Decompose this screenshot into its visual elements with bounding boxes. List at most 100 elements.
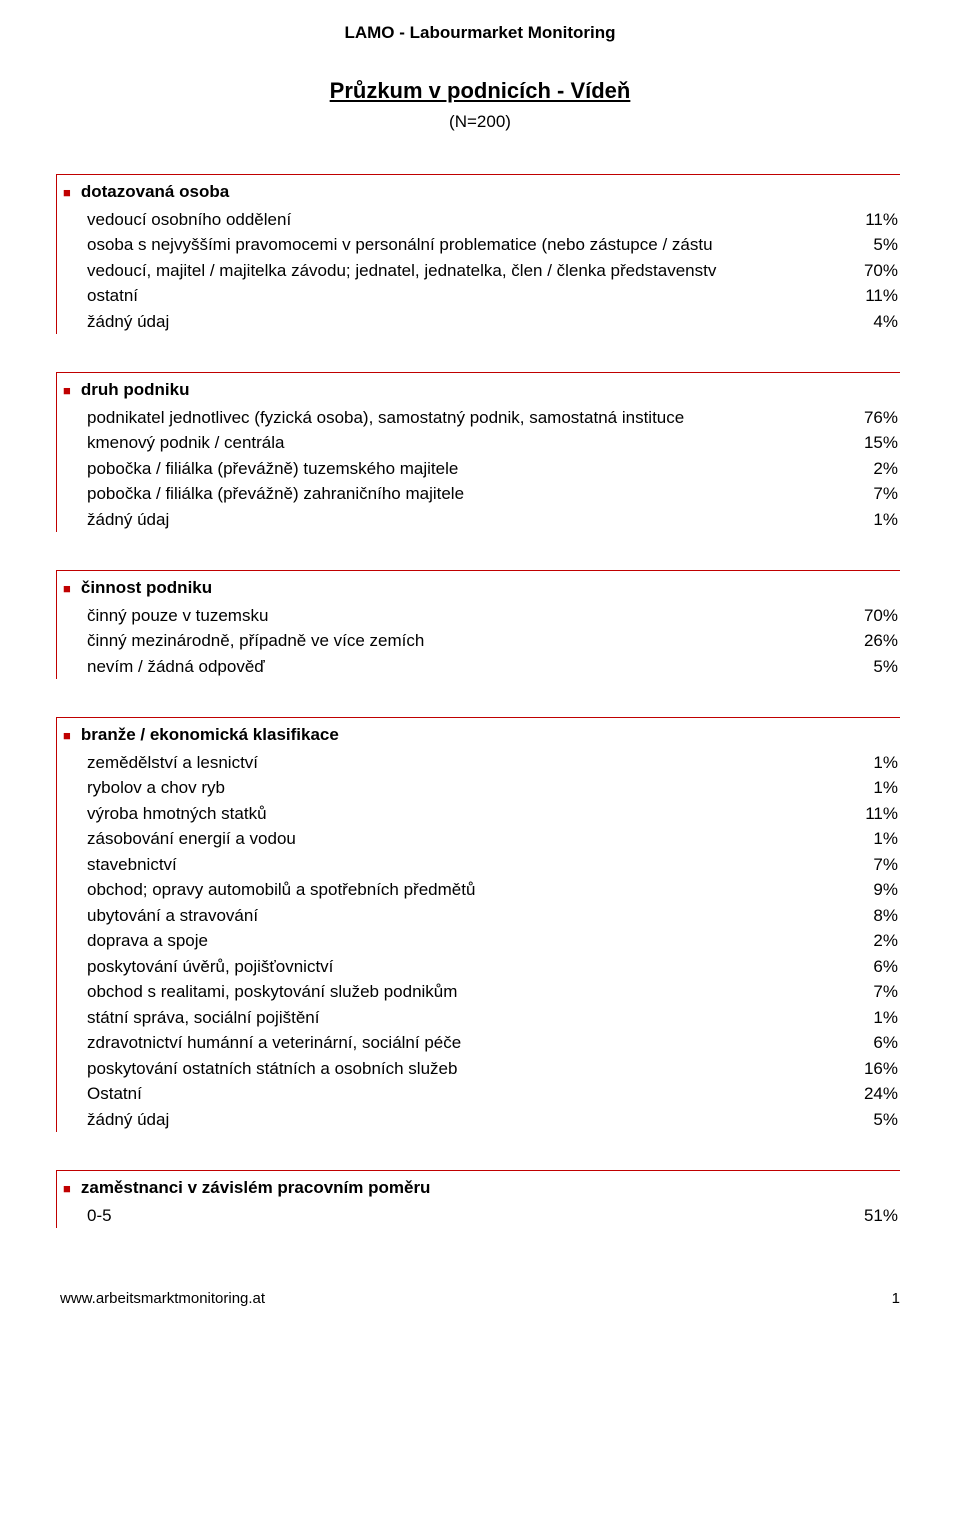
- data-row: poskytování ostatních státních a osobníc…: [61, 1056, 900, 1082]
- section-title: dotazovaná osoba: [81, 179, 229, 205]
- section: ■ činnost podnikučinný pouze v tuzemsku70…: [56, 570, 900, 679]
- row-value: 4%: [838, 309, 898, 335]
- data-row: Ostatní24%: [61, 1081, 900, 1107]
- section-header: ■zaměstnanci v závislém pracovním poměru: [61, 1175, 900, 1201]
- row-value: 7%: [838, 481, 898, 507]
- row-value: 5%: [838, 1107, 898, 1133]
- row-value: 1%: [838, 507, 898, 533]
- row-label: rybolov a chov ryb: [87, 775, 838, 801]
- data-row: kmenový podnik / centrála15%: [61, 430, 900, 456]
- row-label: zásobování energií a vodou: [87, 826, 838, 852]
- row-label: poskytování úvěrů, pojišťovnictví: [87, 954, 838, 980]
- data-row: rybolov a chov ryb1%: [61, 775, 900, 801]
- data-row: 0-551%: [61, 1203, 900, 1229]
- data-row: stavebnictví7%: [61, 852, 900, 878]
- data-row: vedoucí, majitel / majitelka závodu; jed…: [61, 258, 900, 284]
- row-value: 1%: [838, 775, 898, 801]
- square-bullet-icon: ■: [63, 1177, 71, 1200]
- page-footer: www.arbeitsmarktmonitoring.at 1: [60, 1288, 900, 1311]
- section: ■ dotazovaná osobavedoucí osobního odděle…: [56, 174, 900, 334]
- data-row: činný mezinárodně, případně ve více zemí…: [61, 628, 900, 654]
- row-label: zemědělství a lesnictví: [87, 750, 838, 776]
- row-value: 70%: [838, 258, 898, 284]
- row-label: podnikatel jednotlivec (fyzická osoba), …: [87, 405, 838, 431]
- row-value: 16%: [838, 1056, 898, 1082]
- row-label: osoba s nejvyššími pravomocemi v personá…: [87, 232, 838, 258]
- row-value: 11%: [838, 207, 898, 233]
- row-value: 15%: [838, 430, 898, 456]
- data-row: osoba s nejvyššími pravomocemi v personá…: [61, 232, 900, 258]
- row-value: 26%: [838, 628, 898, 654]
- row-value: 6%: [838, 954, 898, 980]
- section-header: ■ branže / ekonomická klasifikace: [61, 722, 900, 748]
- row-value: 5%: [838, 232, 898, 258]
- row-value: 1%: [838, 1005, 898, 1031]
- row-label: zdravotnictví humánní a veterinární, soc…: [87, 1030, 838, 1056]
- row-label: činný mezinárodně, případně ve více zemí…: [87, 628, 838, 654]
- row-label: žádný údaj: [87, 507, 838, 533]
- row-value: 9%: [838, 877, 898, 903]
- row-value: 5%: [838, 654, 898, 680]
- row-value: 11%: [838, 801, 898, 827]
- data-row: žádný údaj5%: [61, 1107, 900, 1133]
- sections-container: ■ dotazovaná osobavedoucí osobního odděle…: [60, 174, 900, 1228]
- row-value: 24%: [838, 1081, 898, 1107]
- section-title: druh podniku: [81, 377, 190, 403]
- data-row: zemědělství a lesnictví1%: [61, 750, 900, 776]
- section-header: ■ druh podniku: [61, 377, 900, 403]
- row-value: 7%: [838, 852, 898, 878]
- data-row: státní správa, sociální pojištění1%: [61, 1005, 900, 1031]
- data-row: podnikatel jednotlivec (fyzická osoba), …: [61, 405, 900, 431]
- row-value: 1%: [838, 750, 898, 776]
- data-row: ubytování a stravování8%: [61, 903, 900, 929]
- data-row: obchod s realitami, poskytování služeb p…: [61, 979, 900, 1005]
- row-value: 70%: [838, 603, 898, 629]
- data-row: pobočka / filiálka (převážně) zahraniční…: [61, 481, 900, 507]
- section-title: branže / ekonomická klasifikace: [81, 722, 339, 748]
- row-label: ubytování a stravování: [87, 903, 838, 929]
- data-row: nevím / žádná odpověď5%: [61, 654, 900, 680]
- data-row: zdravotnictví humánní a veterinární, soc…: [61, 1030, 900, 1056]
- row-label: nevím / žádná odpověď: [87, 654, 838, 680]
- row-label: vedoucí osobního oddělení: [87, 207, 838, 233]
- row-value: 2%: [838, 928, 898, 954]
- row-value: 1%: [838, 826, 898, 852]
- row-label: vedoucí, majitel / majitelka závodu; jed…: [87, 258, 838, 284]
- square-bullet-icon: ■: [63, 181, 71, 204]
- data-row: ostatní11%: [61, 283, 900, 309]
- row-label: pobočka / filiálka (převážně) zahraniční…: [87, 481, 838, 507]
- section: ■zaměstnanci v závislém pracovním poměru…: [56, 1170, 900, 1228]
- data-row: poskytování úvěrů, pojišťovnictví6%: [61, 954, 900, 980]
- page-title: Průzkum v podnicích - Vídeň: [60, 74, 900, 107]
- row-value: 7%: [838, 979, 898, 1005]
- data-row: žádný údaj1%: [61, 507, 900, 533]
- data-row: žádný údaj4%: [61, 309, 900, 335]
- row-label: obchod s realitami, poskytování služeb p…: [87, 979, 838, 1005]
- section-title: činnost podniku: [81, 575, 212, 601]
- page-subtitle: (N=200): [60, 109, 900, 135]
- data-row: výroba hmotných statků11%: [61, 801, 900, 827]
- row-value: 51%: [838, 1203, 898, 1229]
- square-bullet-icon: ■: [63, 379, 71, 402]
- row-label: kmenový podnik / centrála: [87, 430, 838, 456]
- row-value: 11%: [838, 283, 898, 309]
- data-row: pobočka / filiálka (převážně) tuzemského…: [61, 456, 900, 482]
- row-label: činný pouze v tuzemsku: [87, 603, 838, 629]
- row-label: poskytování ostatních státních a osobníc…: [87, 1056, 838, 1082]
- row-label: žádný údaj: [87, 1107, 838, 1133]
- row-value: 76%: [838, 405, 898, 431]
- square-bullet-icon: ■: [63, 577, 71, 600]
- page-header: LAMO - Labourmarket Monitoring: [60, 20, 900, 46]
- footer-page-number: 1: [892, 1288, 900, 1311]
- section: ■ branže / ekonomická klasifikacezeměděls…: [56, 717, 900, 1132]
- row-label: stavebnictví: [87, 852, 838, 878]
- row-label: žádný údaj: [87, 309, 838, 335]
- row-label: ostatní: [87, 283, 838, 309]
- row-value: 8%: [838, 903, 898, 929]
- section: ■ druh podnikupodnikatel jednotlivec (fyz…: [56, 372, 900, 532]
- square-bullet-icon: ■: [63, 724, 71, 747]
- data-row: obchod; opravy automobilů a spotřebních …: [61, 877, 900, 903]
- data-row: vedoucí osobního oddělení11%: [61, 207, 900, 233]
- row-label: státní správa, sociální pojištění: [87, 1005, 838, 1031]
- row-label: výroba hmotných statků: [87, 801, 838, 827]
